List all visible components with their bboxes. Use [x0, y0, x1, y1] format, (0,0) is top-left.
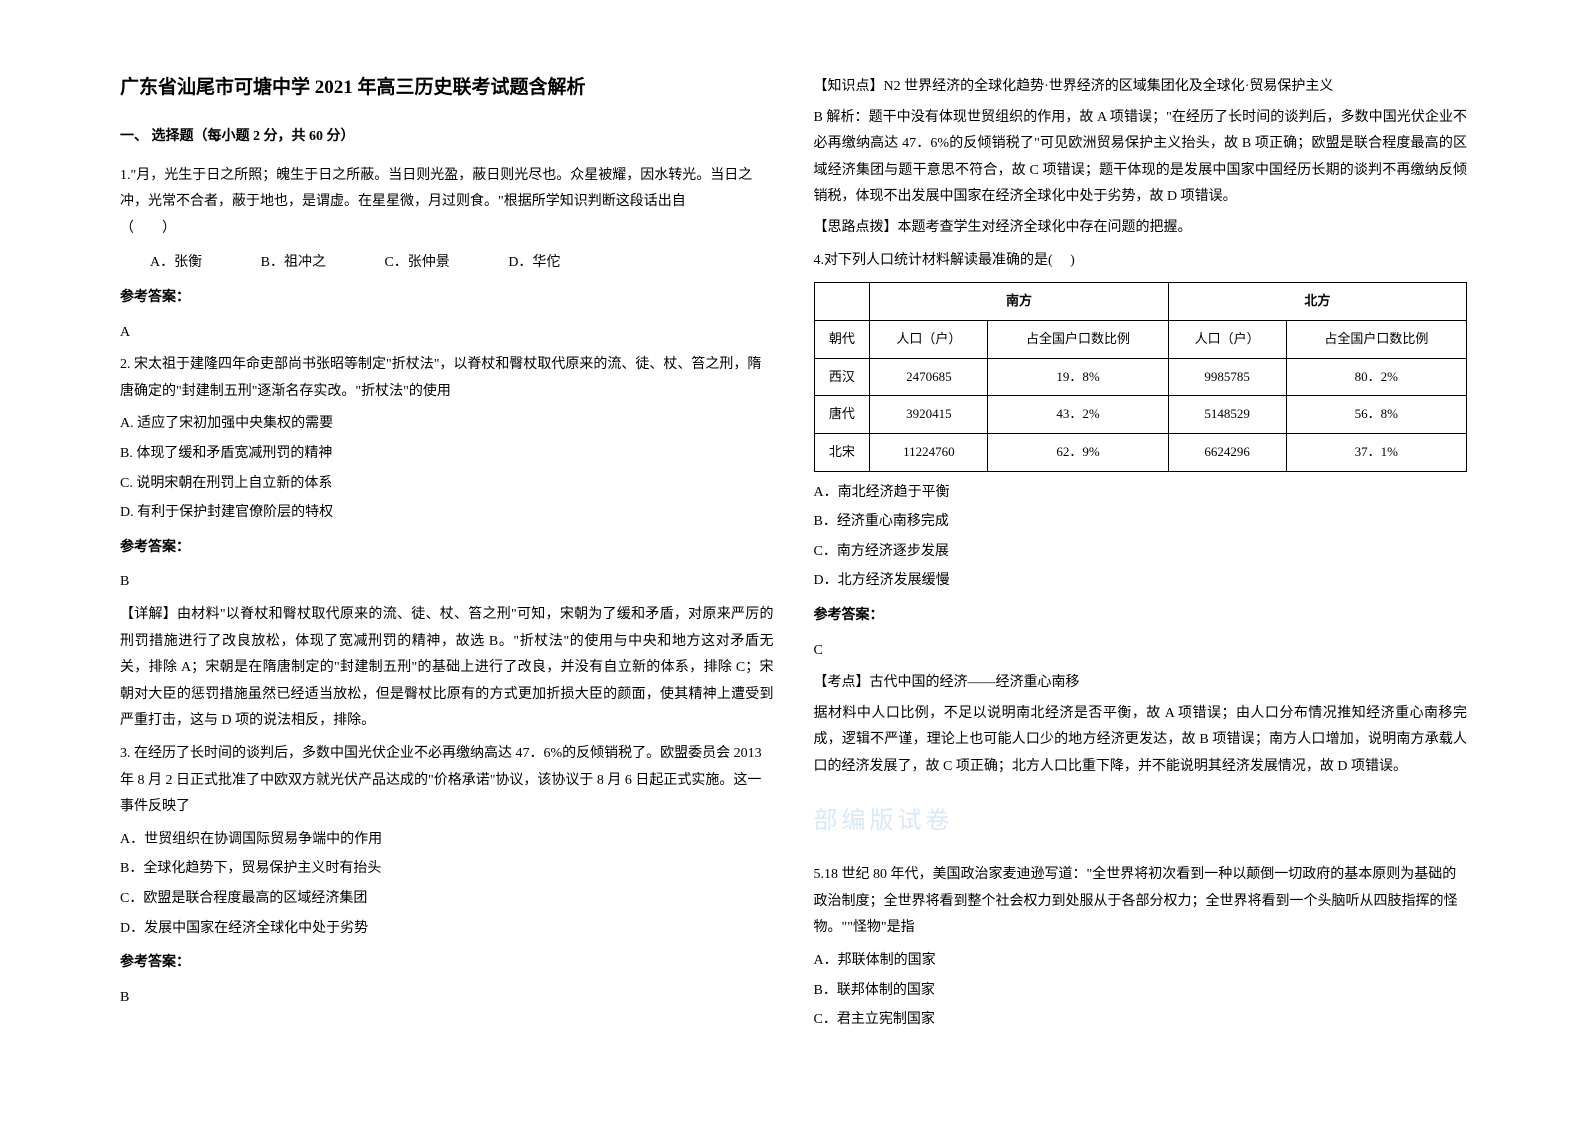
q4-answer-label: 参考答案：	[814, 603, 1468, 630]
q1-stem: 1."月，光生于日之所照；魄生于日之所蔽。当日则光盈，蔽日则光尽也。众星被耀，因…	[120, 163, 774, 243]
q4-explain: 据材料中人口比例，不足以说明南北经济是否平衡，故 A 项错误；由人口分布情况推知…	[814, 701, 1468, 781]
q1-answer-label: 参考答案：	[120, 285, 774, 312]
q4-opt-b: B．经济重心南移完成	[814, 509, 1468, 536]
q1-options: A．张衡 B．祖冲之 C．张仲景 D．华佗	[150, 250, 774, 277]
q4-population-table: 南方 北方 朝代 人口（户） 占全国户口数比例 人口（户） 占全国户口数比例 西…	[814, 282, 1468, 471]
q5-opt-a: A．邦联体制的国家	[814, 948, 1468, 975]
watermark-text: 部编版试卷	[814, 799, 1468, 845]
q3-stem: 3. 在经历了长时间的谈判后，多数中国光伏企业不必再缴纳高达 47．6%的反倾销…	[120, 741, 774, 821]
th-dynasty: 朝代	[814, 320, 870, 358]
q5-opt-c: C．君主立宪制国家	[814, 1007, 1468, 1034]
q1-opt-a: A．张衡	[150, 250, 202, 277]
th-n-ratio: 占全国户口数比例	[1286, 320, 1466, 358]
q1-opt-c: C．张仲景	[384, 250, 449, 277]
th-s-ratio: 占全国户口数比例	[988, 320, 1168, 358]
q3-explain-2: 【思路点拨】本题考查学生对经济全球化中存在问题的把握。	[814, 215, 1468, 242]
q2-explain: 【详解】由材料"以脊杖和臀杖取代原来的流、徒、杖、笞之刑"可知，宋朝为了缓和矛盾…	[120, 602, 774, 735]
table-row: 北宋 11224760 62．9% 6624296 37．1%	[814, 433, 1467, 471]
q4-opt-d: D．北方经济发展缓慢	[814, 568, 1468, 595]
q4-opt-a: A．南北经济趋于平衡	[814, 480, 1468, 507]
th-blank	[814, 283, 870, 321]
q2-opt-b: B. 体现了缓和矛盾宽减刑罚的精神	[120, 441, 774, 468]
q4-opt-c: C．南方经济逐步发展	[814, 539, 1468, 566]
q3-opt-c: C．欧盟是联合程度最高的区域经济集团	[120, 886, 774, 913]
table-header-row-2: 朝代 人口（户） 占全国户口数比例 人口（户） 占全国户口数比例	[814, 320, 1467, 358]
q3-answer: B	[120, 985, 774, 1012]
q3-opt-b: B．全球化趋势下，贸易保护主义时有抬头	[120, 856, 774, 883]
table-header-row-1: 南方 北方	[814, 283, 1467, 321]
q4-stem: 4.对下列人口统计材料解读最准确的是( )	[814, 248, 1468, 275]
q2-opt-d: D. 有利于保护封建官僚阶层的特权	[120, 500, 774, 527]
q3-opt-d: D．发展中国家在经济全球化中处于劣势	[120, 916, 774, 943]
q2-answer: B	[120, 569, 774, 596]
q2-opt-c: C. 说明宋朝在刑罚上自立新的体系	[120, 471, 774, 498]
q4-answer: C	[814, 638, 1468, 665]
q2-opt-a: A. 适应了宋初加强中央集权的需要	[120, 411, 774, 438]
q4-knowledge-point: 【考点】古代中国的经济——经济重心南移	[814, 670, 1468, 697]
th-north: 北方	[1168, 283, 1466, 321]
q3-explain-1: B 解析：题干中没有体现世贸组织的作用，故 A 项错误；"在经历了长时间的谈判后…	[814, 105, 1468, 211]
table-row: 唐代 3920415 43．2% 5148529 56．8%	[814, 396, 1467, 434]
q1-answer: A	[120, 320, 774, 347]
table-row: 西汉 2470685 19．8% 9985785 80．2%	[814, 358, 1467, 396]
left-column: 广东省汕尾市可塘中学 2021 年高三历史联考试题含解析 一、 选择题（每小题 …	[100, 70, 794, 1052]
q1-opt-d: D．华佗	[508, 250, 560, 277]
q3-answer-label: 参考答案：	[120, 950, 774, 977]
th-s-pop: 人口（户）	[870, 320, 988, 358]
q2-stem: 2. 宋太祖于建隆四年命吏部尚书张昭等制定"折杖法"，以脊杖和臀杖取代原来的流、…	[120, 352, 774, 405]
document-title: 广东省汕尾市可塘中学 2021 年高三历史联考试题含解析	[120, 70, 774, 106]
q5-stem: 5.18 世纪 80 年代，美国政治家麦迪逊写道："全世界将初次看到一种以颠倒一…	[814, 862, 1468, 942]
q3-opt-a: A．世贸组织在协调国际贸易争端中的作用	[120, 827, 774, 854]
th-south: 南方	[870, 283, 1168, 321]
q1-opt-b: B．祖冲之	[261, 250, 326, 277]
right-column: 【知识点】N2 世界经济的全球化趋势·世界经济的区域集团化及全球化·贸易保护主义…	[794, 70, 1488, 1052]
q5-opt-b: B．联邦体制的国家	[814, 978, 1468, 1005]
q2-answer-label: 参考答案：	[120, 535, 774, 562]
th-n-pop: 人口（户）	[1168, 320, 1286, 358]
q3-knowledge-point: 【知识点】N2 世界经济的全球化趋势·世界经济的区域集团化及全球化·贸易保护主义	[814, 74, 1468, 101]
section-heading: 一、 选择题（每小题 2 分，共 60 分）	[120, 124, 774, 151]
